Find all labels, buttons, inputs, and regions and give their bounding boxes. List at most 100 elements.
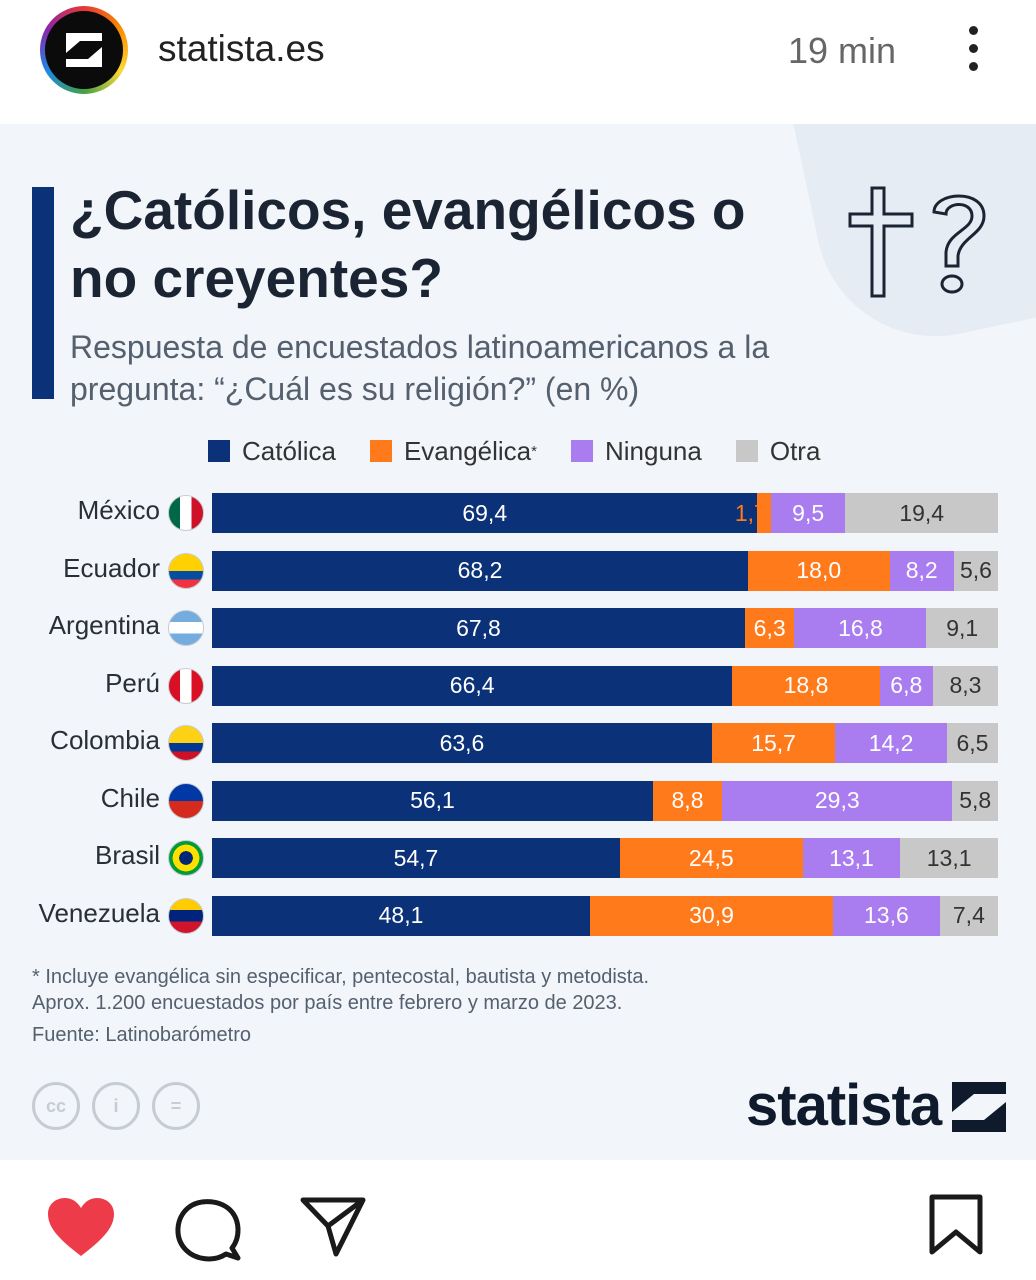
- data-label: 29,3: [814, 787, 860, 813]
- country-label: Perú: [105, 667, 160, 698]
- country-label: México: [77, 495, 160, 525]
- data-label: 6,5: [956, 729, 989, 756]
- country-flag-icon: [168, 782, 204, 819]
- account-name[interactable]: statista.es: [158, 28, 325, 69]
- bar-segment-evangelica: 30,9: [590, 895, 833, 936]
- bar-segment-catolica: 56,1: [212, 780, 653, 821]
- bar-segment-catolica: 68,2: [212, 550, 749, 591]
- data-label: 8,3: [949, 672, 982, 698]
- chart-row: Ecuador 68,2 18,0 8,2 5,6: [0, 550, 1036, 591]
- chart-legend: Católica Evangélica * Ninguna Otra: [208, 436, 854, 466]
- share-send-icon[interactable]: [300, 1196, 366, 1258]
- chart-row: Chile 56,1 8,8 29,3 5,8: [0, 780, 1036, 821]
- data-label: 6,8: [890, 672, 923, 698]
- statista-brand-text: statista: [746, 1073, 942, 1138]
- bookmark-icon[interactable]: [928, 1194, 984, 1256]
- country-label: Chile: [100, 782, 160, 813]
- data-label: 69,4: [462, 499, 508, 526]
- data-label: 18,0: [796, 557, 842, 583]
- data-label: 5,6: [959, 557, 992, 583]
- bar-segment-ninguna: 13,1: [802, 838, 901, 878]
- data-label: 16,8: [838, 614, 883, 641]
- bar-segment-otra: 7,4: [939, 895, 998, 936]
- country-flag-icon: [168, 897, 204, 934]
- country-flag-icon: [168, 610, 204, 646]
- bar-segment-catolica: 67,8: [212, 608, 745, 648]
- bar-segment-otra: 19,4: [845, 493, 998, 533]
- bar-segment-otra: 5,6: [953, 550, 998, 591]
- data-label: 68,2: [457, 557, 503, 583]
- data-label: 15,7: [751, 729, 796, 756]
- more-dots-icon: [968, 26, 978, 35]
- data-label: 9,1: [946, 614, 979, 641]
- statista-brand-icon: [952, 1082, 1006, 1132]
- bar-segment-evangelica: 24,5: [619, 838, 803, 878]
- bar-segment-ninguna: 16,8: [794, 608, 927, 648]
- stacked-bar: 66,4 18,8 6,8 8,3: [212, 665, 998, 706]
- data-label: 5,8: [959, 787, 992, 813]
- data-label: 54,7: [393, 844, 439, 871]
- bar-segment-catolica: 48,1: [212, 895, 591, 936]
- stacked-bar: 48,1 30,9 13,6 7,4: [212, 895, 998, 936]
- more-options-button[interactable]: [958, 26, 988, 78]
- data-label: 48,1: [378, 902, 424, 928]
- no-derivatives-icon: =: [152, 1082, 200, 1130]
- bar-segment-catolica: 63,6: [212, 723, 712, 763]
- stacked-bar-chart: México 69,4 1,7 9,5 19,4 Ecuador 68,2 18,0 8,2 5,…: [0, 124, 1036, 1160]
- stacked-bar: 63,6 15,7 14,2 6,5: [212, 723, 998, 763]
- data-label: 19,4: [899, 499, 945, 526]
- stacked-bar: 67,8 6,3 16,8 9,1: [212, 608, 998, 648]
- bar-segment-otra: 5,8: [952, 780, 998, 821]
- like-heart-icon[interactable]: [46, 1196, 116, 1258]
- chart-title: ¿Católicos, evangélicos o no creyentes?: [70, 179, 746, 309]
- bar-segment-catolica: 66,4: [212, 665, 733, 706]
- legend-item-catolica: Católica: [208, 436, 336, 467]
- data-label: 6,3: [753, 614, 786, 641]
- bar-segment-evangelica: 6,3: [744, 608, 795, 648]
- bar-segment-otra: 9,1: [926, 608, 998, 648]
- data-label: 14,2: [868, 729, 914, 756]
- bar-segment-evangelica: 18,0: [748, 550, 890, 591]
- data-label: 8,8: [671, 787, 704, 813]
- data-label: 56,1: [410, 787, 455, 813]
- chart-row: Colombia 63,6 15,7 14,2 6,5: [0, 723, 1036, 763]
- bar-segment-catolica: 69,4: [212, 493, 758, 533]
- statista-logo-icon: [66, 33, 102, 67]
- country-flag-icon: [168, 552, 204, 589]
- bar-segment-evangelica: 8,8: [652, 780, 723, 821]
- data-label: 66,4: [449, 672, 495, 698]
- stacked-bar: 69,4 1,7 9,5 19,4: [212, 493, 998, 533]
- chart-source: Fuente: Latinobarómetro: [32, 1024, 252, 1046]
- country-flag-icon: [168, 495, 204, 531]
- country-flag-icon: [168, 840, 204, 876]
- bar-segment-ninguna: 9,5: [770, 493, 846, 533]
- country-label: Ecuador: [63, 552, 160, 583]
- stacked-bar: 54,7 24,5 13,1 13,1: [212, 838, 998, 878]
- country-label: Brasil: [94, 840, 160, 870]
- post-timestamp: 19 min: [788, 30, 897, 71]
- bar-segment-ninguna: 6,8: [879, 665, 933, 706]
- account-avatar[interactable]: [40, 6, 128, 94]
- stacked-bar: 56,1 8,8 29,3 5,8: [212, 780, 998, 821]
- data-label: 9,5: [792, 499, 825, 526]
- country-label: Venezuela: [38, 897, 160, 928]
- legend-item-ninguna: Ninguna: [570, 436, 702, 467]
- bar-segment-otra: 6,5: [946, 723, 998, 763]
- chart-row: México 69,4 1,7 9,5 19,4: [0, 493, 1036, 533]
- data-label: 13,1: [926, 844, 972, 871]
- chart-row: Venezuela 48,1 30,9 13,6 7,4: [0, 895, 1036, 936]
- country-flag-icon: [168, 725, 204, 761]
- country-flag-icon: [168, 667, 204, 704]
- infographic-image: ¿Católicos, evangélicos o no creyentes? …: [0, 124, 1036, 1160]
- stacked-bar: 68,2 18,0 8,2 5,6: [212, 550, 998, 591]
- country-label: Argentina: [48, 610, 160, 640]
- data-label: 30,9: [689, 902, 734, 928]
- data-label: 1,7: [734, 499, 767, 526]
- creative-commons-icon: cc: [32, 1082, 80, 1130]
- chart-row: Perú 66,4 18,8 6,8 8,3: [0, 665, 1036, 706]
- data-label: 7,4: [952, 902, 985, 928]
- bar-segment-otra: 13,1: [900, 838, 998, 878]
- post-header: statista.es 19 min: [0, 0, 1036, 124]
- comment-icon[interactable]: [174, 1196, 242, 1262]
- chart-subtitle: Respuesta de encuestados latinoamericano…: [70, 329, 770, 407]
